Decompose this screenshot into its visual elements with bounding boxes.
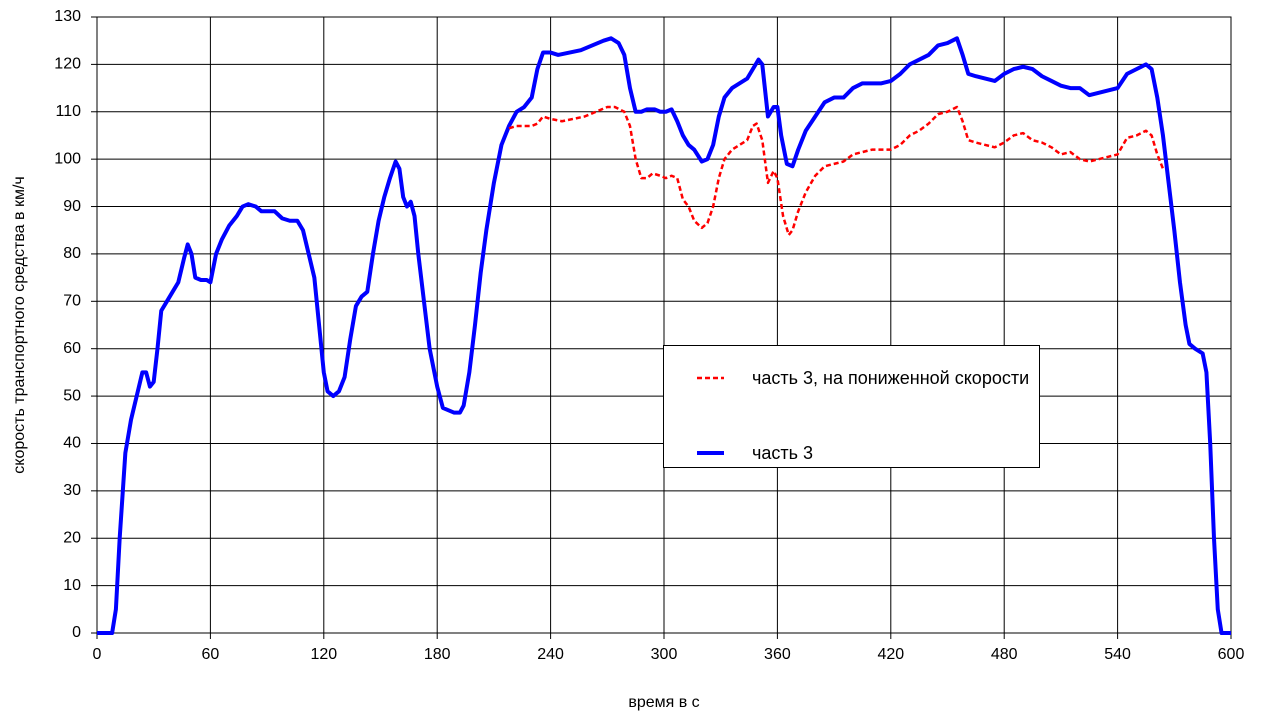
x-tick-label: 420 bbox=[877, 646, 904, 663]
x-tick-label: 0 bbox=[93, 646, 102, 663]
y-tick-label: 130 bbox=[54, 8, 81, 25]
y-tick-label: 10 bbox=[63, 577, 81, 594]
y-tick-label: 70 bbox=[63, 293, 81, 310]
x-tick-label: 240 bbox=[537, 646, 564, 663]
data-line bbox=[97, 36, 1231, 635]
x-tick-label: 180 bbox=[424, 646, 451, 663]
y-tick-label: 120 bbox=[54, 56, 81, 73]
y-tick-label: 30 bbox=[63, 482, 81, 499]
y-tick-label: 20 bbox=[63, 529, 81, 546]
y-tick-label: 80 bbox=[63, 245, 81, 262]
x-tick-label: 360 bbox=[764, 646, 791, 663]
y-tick-label: 0 bbox=[72, 624, 81, 641]
y-axis-label: скорость транспортного средства в км/ч bbox=[11, 176, 28, 473]
x-axis-label: время в с bbox=[628, 694, 699, 711]
x-tick-label: 480 bbox=[991, 646, 1018, 663]
x-tick-label: 120 bbox=[310, 646, 337, 663]
data-line bbox=[508, 105, 1165, 237]
x-tick-label: 60 bbox=[202, 646, 220, 663]
y-tick-label: 110 bbox=[55, 103, 81, 120]
x-tick-label: 540 bbox=[1104, 646, 1131, 663]
x-tick-label: 300 bbox=[651, 646, 678, 663]
y-tick-label: 50 bbox=[63, 387, 81, 404]
y-tick-label: 90 bbox=[63, 198, 81, 215]
y-tick-label: 60 bbox=[63, 340, 81, 357]
legend-label: часть 3 bbox=[752, 443, 814, 463]
legend-swatches bbox=[697, 376, 724, 455]
legend-label: часть 3, на пониженной скорости bbox=[752, 368, 1030, 388]
y-tick-label: 40 bbox=[63, 435, 81, 452]
y-tick-label: 100 bbox=[54, 150, 81, 167]
x-tick-label: 600 bbox=[1218, 646, 1245, 663]
legend: часть 3, на пониженной скорости часть 3 bbox=[663, 345, 1040, 468]
